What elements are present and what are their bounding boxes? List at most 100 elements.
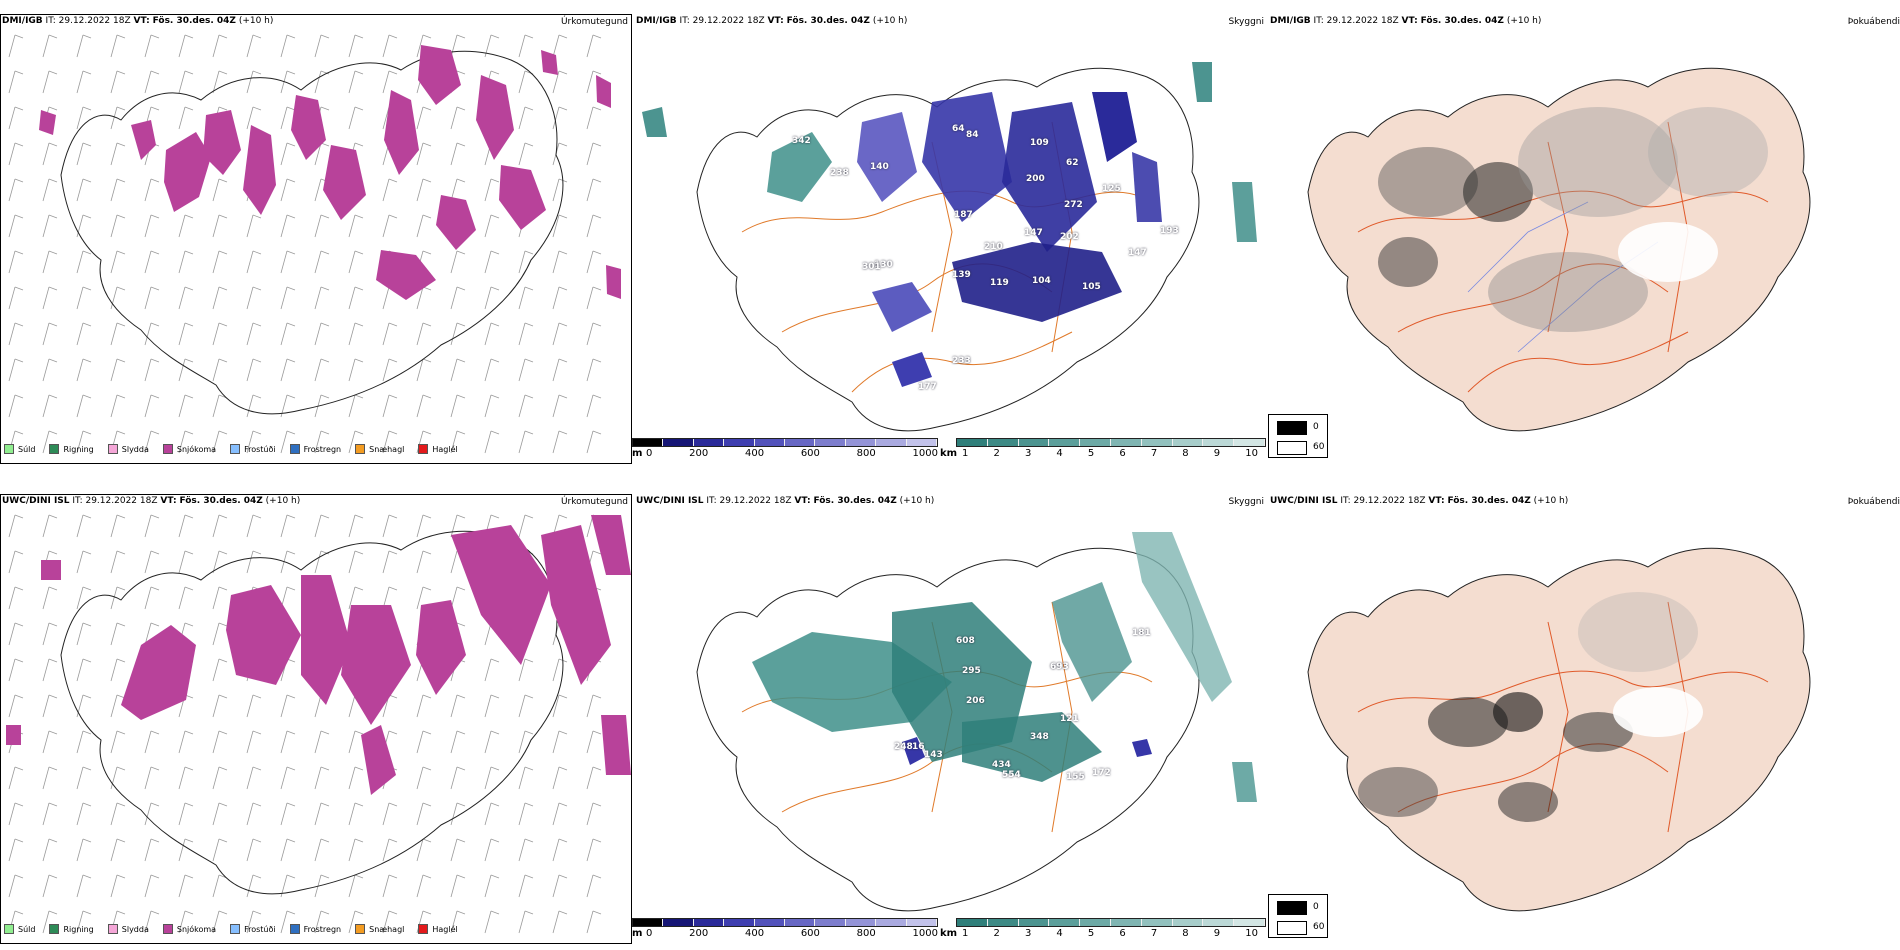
wind-barb bbox=[416, 730, 432, 754]
legend-item-7: Haglél bbox=[418, 924, 458, 934]
lead-time: (+10 h) bbox=[1533, 496, 1569, 506]
visibility-value-label: 130 bbox=[874, 260, 893, 270]
colorbar-segment bbox=[1203, 919, 1235, 926]
colorbar-segment bbox=[987, 919, 1019, 926]
colorbar-segment bbox=[1110, 439, 1142, 446]
wind-barb bbox=[178, 34, 194, 58]
wind-barb bbox=[416, 766, 432, 790]
fog-map bbox=[1307, 67, 1811, 432]
wind-barb bbox=[144, 322, 160, 346]
wind-barb bbox=[314, 250, 330, 274]
visibility-km-unit: km bbox=[940, 928, 958, 939]
colorbar-tick: 1 bbox=[962, 928, 969, 939]
colorbar-tick: 200 bbox=[689, 448, 709, 459]
map-frame bbox=[0, 494, 632, 944]
colorbar-tick: 10 bbox=[1245, 928, 1258, 939]
visibility-value-label: 172 bbox=[1092, 768, 1111, 778]
visibility-value-label: 147 bbox=[1024, 228, 1043, 238]
wind-barb bbox=[144, 430, 160, 454]
visibility-m-colorbar bbox=[632, 438, 938, 447]
wind-barb bbox=[76, 106, 92, 130]
visibility-value-label: 233 bbox=[952, 356, 971, 366]
colorbar-segment bbox=[785, 439, 816, 446]
wind-barb bbox=[8, 106, 24, 130]
legend-item-1: Rigning bbox=[49, 444, 94, 454]
wind-barb bbox=[246, 802, 262, 826]
legend-label: Rigning bbox=[63, 444, 94, 454]
colorbar-segment bbox=[845, 439, 877, 446]
it-label: IT: bbox=[1340, 496, 1351, 506]
wind-barb bbox=[8, 358, 24, 382]
wind-barb bbox=[484, 286, 500, 310]
wind-barb bbox=[416, 178, 432, 202]
wind-barb bbox=[178, 214, 194, 238]
wind-barb bbox=[518, 910, 534, 934]
wind-barb bbox=[518, 874, 534, 898]
wind-barb bbox=[8, 622, 24, 646]
wind-barb bbox=[280, 838, 296, 862]
wind-barb bbox=[8, 142, 24, 166]
panel-title: Þokuábendi bbox=[1847, 497, 1900, 507]
wind-barb bbox=[76, 70, 92, 94]
wind-barb bbox=[552, 34, 568, 58]
colorbar-segment bbox=[754, 919, 786, 926]
legend-swatch bbox=[355, 924, 366, 934]
lead-time: (+10 h) bbox=[899, 496, 935, 506]
wind-barb bbox=[552, 658, 568, 682]
it-label: IT: bbox=[706, 496, 717, 506]
wind-barb bbox=[552, 142, 568, 166]
wind-barb bbox=[110, 550, 126, 574]
visibility-value-label: 140 bbox=[870, 162, 889, 172]
legend-swatch bbox=[230, 444, 241, 454]
wind-barb bbox=[382, 910, 398, 934]
wind-barb bbox=[212, 658, 228, 682]
wind-barb bbox=[42, 658, 58, 682]
wind-barb bbox=[586, 394, 602, 418]
wind-barb bbox=[42, 622, 58, 646]
visibility-value-label: 125 bbox=[1102, 184, 1121, 194]
legend-swatch bbox=[162, 924, 173, 934]
wind-barb bbox=[76, 250, 92, 274]
wind-barb bbox=[246, 250, 262, 274]
wind-barb bbox=[518, 106, 534, 130]
wind-barb bbox=[110, 622, 126, 646]
wind-barb bbox=[518, 358, 534, 382]
vt-value: Fös. 30.des. 04Z bbox=[1447, 496, 1531, 506]
wind-barb bbox=[348, 430, 364, 454]
wind-barb bbox=[76, 394, 92, 418]
wind-barb bbox=[552, 214, 568, 238]
wind-barb bbox=[348, 874, 364, 898]
wind-barb bbox=[144, 214, 160, 238]
wind-barb bbox=[110, 250, 126, 274]
visibility-panel-1: DMI/IGB IT: 29.12.2022 18Z VT: Fös. 30.d… bbox=[632, 14, 1268, 464]
wind-barb bbox=[144, 550, 160, 574]
visibility-value-label: 187 bbox=[954, 210, 973, 220]
wind-barb bbox=[110, 394, 126, 418]
wind-barb bbox=[450, 874, 466, 898]
colorbar-tick: 800 bbox=[856, 928, 876, 939]
wind-barb bbox=[484, 358, 500, 382]
wind-barb bbox=[178, 394, 194, 418]
wind-barb bbox=[76, 658, 92, 682]
wind-barb bbox=[484, 322, 500, 346]
iceland-outline bbox=[696, 547, 1200, 912]
wind-barb bbox=[178, 286, 194, 310]
model-name: UWC/DINI ISL bbox=[636, 496, 704, 506]
wind-barb bbox=[348, 550, 364, 574]
colorbar-tick: 8 bbox=[1182, 928, 1189, 939]
wind-barb bbox=[8, 70, 24, 94]
visibility-value-label: 238 bbox=[830, 168, 849, 178]
wind-barb bbox=[212, 178, 228, 202]
wind-barb bbox=[144, 514, 160, 538]
wind-barb bbox=[586, 178, 602, 202]
colorbar-segment bbox=[906, 439, 938, 446]
colorbar-tick: 600 bbox=[800, 928, 820, 939]
wind-barb bbox=[42, 358, 58, 382]
iceland-outline bbox=[60, 530, 564, 895]
legend-label: Slydda bbox=[121, 444, 149, 454]
colorbar-segment bbox=[876, 919, 907, 926]
wind-barb bbox=[110, 178, 126, 202]
wind-barb bbox=[178, 514, 194, 538]
precip-panel-2: UWC/DINI ISL IT: 29.12.2022 18Z VT: Fös.… bbox=[0, 494, 632, 944]
wind-barb bbox=[42, 802, 58, 826]
